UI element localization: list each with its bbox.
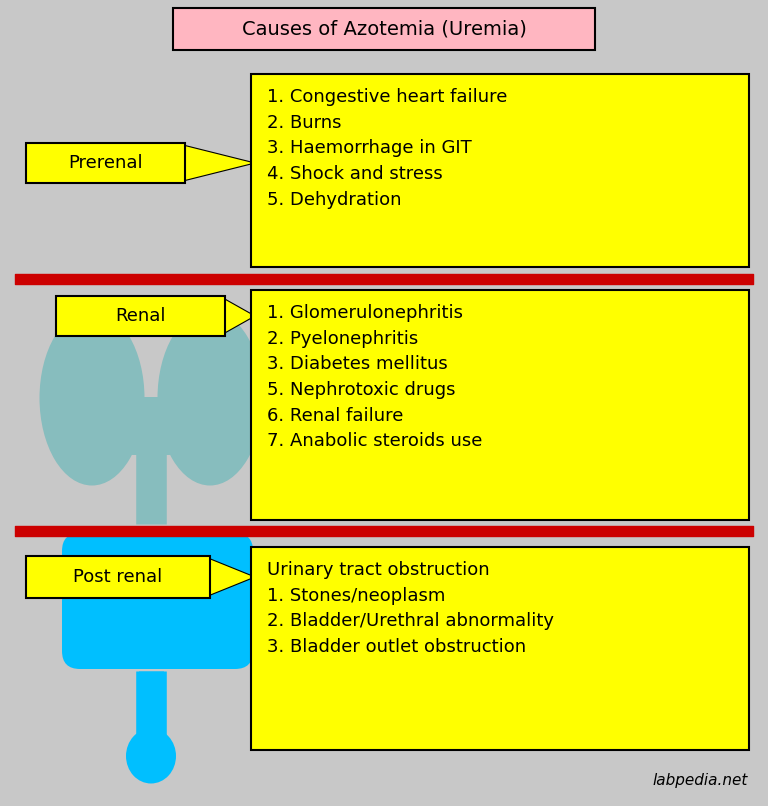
Ellipse shape (157, 310, 263, 485)
Text: Post renal: Post renal (74, 568, 163, 586)
FancyBboxPatch shape (56, 296, 225, 336)
Ellipse shape (39, 310, 144, 485)
FancyBboxPatch shape (26, 143, 185, 183)
FancyBboxPatch shape (251, 74, 749, 267)
FancyBboxPatch shape (26, 556, 210, 598)
FancyBboxPatch shape (173, 8, 595, 50)
FancyBboxPatch shape (62, 533, 253, 669)
FancyBboxPatch shape (251, 290, 749, 520)
FancyBboxPatch shape (129, 397, 173, 455)
Ellipse shape (126, 729, 176, 783)
Text: 1. Glomerulonephritis
2. Pyelonephritis
3. Diabetes mellitus
5. Nephrotoxic drug: 1. Glomerulonephritis 2. Pyelonephritis … (267, 304, 482, 451)
Polygon shape (208, 558, 255, 596)
Text: Urinary tract obstruction
1. Stones/neoplasm
2. Bladder/Urethral abnormality
3. : Urinary tract obstruction 1. Stones/neop… (267, 561, 554, 656)
Text: labpedia.net: labpedia.net (653, 773, 748, 788)
Text: Renal: Renal (115, 307, 166, 325)
Text: Prerenal: Prerenal (68, 154, 143, 172)
Polygon shape (183, 145, 255, 181)
Polygon shape (223, 298, 255, 334)
FancyBboxPatch shape (251, 547, 749, 750)
Text: Causes of Azotemia (Uremia): Causes of Azotemia (Uremia) (242, 19, 526, 39)
Text: 1. Congestive heart failure
2. Burns
3. Haemorrhage in GIT
4. Shock and stress
5: 1. Congestive heart failure 2. Burns 3. … (267, 88, 508, 209)
